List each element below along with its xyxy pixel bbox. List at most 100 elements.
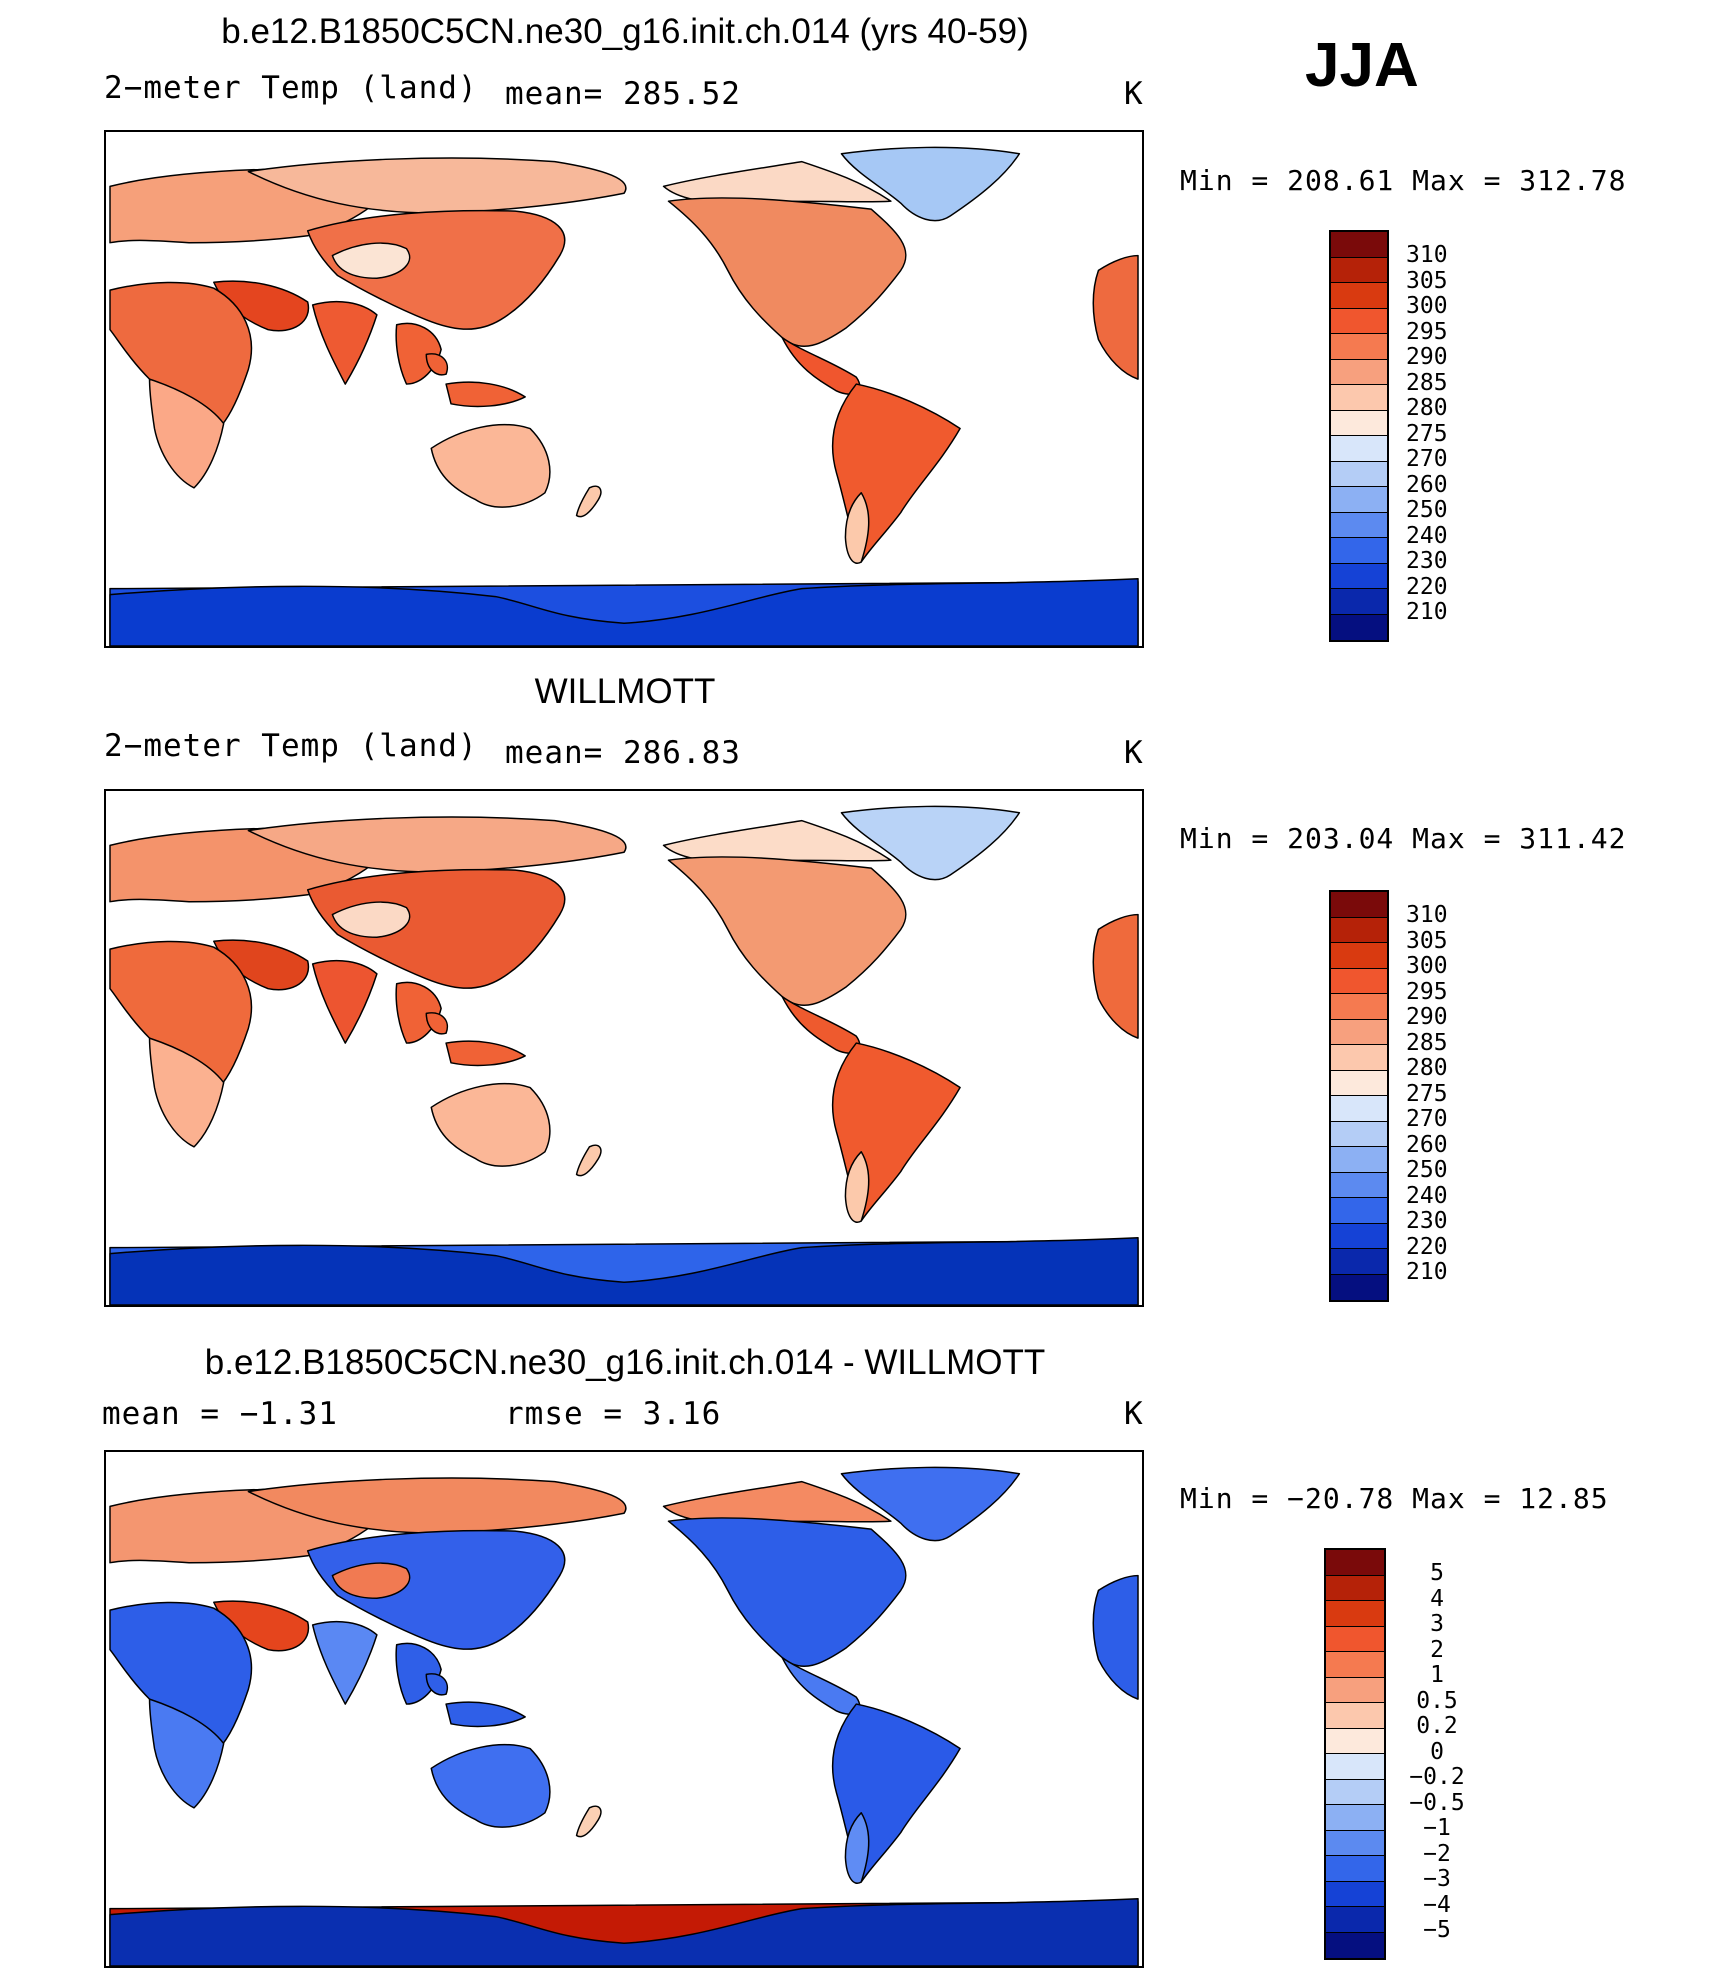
colorbar-tick-label: 305: [1406, 927, 1448, 954]
colorbar-swatch: [1331, 994, 1387, 1020]
colorbar-tick-label: −2: [1423, 1840, 1451, 1867]
panel-1-mean-label: mean= 285.52: [505, 76, 741, 112]
colorbar-tick-label: 285: [1406, 369, 1448, 396]
colorbar-swatch: [1331, 232, 1387, 258]
region-se-asia: [425, 1012, 448, 1035]
panel-2-colorbar: [1329, 890, 1389, 1302]
panel-1-minmax-label: Min = 208.61 Max = 312.78: [1180, 164, 1627, 197]
colorbar-swatch: [1326, 1601, 1384, 1627]
colorbar-tick-label: 260: [1406, 471, 1448, 498]
colorbar-swatch: [1331, 487, 1387, 513]
colorbar-tick-label: 260: [1406, 1131, 1448, 1158]
colorbar-tick-label: 275: [1406, 1080, 1448, 1107]
colorbar-swatch: [1326, 1677, 1384, 1703]
panel-1-colorbar: [1329, 230, 1389, 642]
colorbar-tick-label: 2: [1430, 1636, 1444, 1663]
colorbar-tick-label: 240: [1406, 1182, 1448, 1209]
panel-2-map: [104, 789, 1144, 1307]
panel-3-title: b.e12.B1850C5CN.ne30_g16.init.ch.014 - W…: [204, 1343, 1046, 1382]
colorbar-tick-label: 270: [1406, 1106, 1448, 1132]
colorbar-swatch: [1331, 1172, 1387, 1198]
colorbar-swatch: [1331, 436, 1387, 462]
colorbar-swatch: [1331, 892, 1387, 918]
panel-3-colorbar-labels: 5 4 3 2 1 0.5 0.2 0 −0.2 −0.5 −1 −2 −3 −4 −5: [1402, 1560, 1472, 1944]
region-australia: [430, 1082, 551, 1167]
region-india: [311, 959, 378, 1044]
colorbar-tick-label: 220: [1406, 1233, 1448, 1260]
colorbar-swatch: [1331, 1045, 1387, 1071]
colorbar-swatch: [1326, 1575, 1384, 1601]
region-southern-africa: [148, 1037, 225, 1148]
colorbar-tick-label: 310: [1406, 902, 1448, 928]
colorbar-tick-label: 3: [1430, 1611, 1444, 1637]
colorbar-swatch: [1331, 589, 1387, 615]
colorbar-tick-label: 210: [1406, 599, 1448, 625]
colorbar-tick-label: 305: [1406, 267, 1448, 294]
panel-2-minmax-label: Min = 203.04 Max = 311.42: [1180, 822, 1627, 855]
region-siberia: [247, 1477, 627, 1534]
colorbar-tick-label: 0: [1430, 1738, 1444, 1765]
colorbar-swatch: [1331, 917, 1387, 943]
panel-1-map-svg: [109, 132, 1139, 646]
region-north-america: [667, 197, 907, 347]
panel-1-unit-label: K: [1124, 76, 1144, 112]
colorbar-swatch: [1326, 1626, 1384, 1652]
region-nz: [575, 485, 602, 518]
colorbar-tick-label: 240: [1406, 522, 1448, 549]
colorbar-tick-label: 290: [1406, 344, 1448, 370]
colorbar-swatch: [1331, 385, 1387, 411]
colorbar-tick-label: −4: [1423, 1891, 1451, 1918]
region-greenland: [840, 805, 1021, 881]
colorbar-tick-label: −0.2: [1409, 1764, 1465, 1790]
colorbar-swatch: [1331, 1249, 1387, 1275]
panel-3-colorbar: [1324, 1548, 1386, 1960]
region-australia: [430, 423, 551, 508]
colorbar-tick-label: 310: [1406, 242, 1448, 268]
season-label: JJA: [1305, 31, 1419, 100]
region-antarctica: [109, 1898, 1139, 1966]
colorbar-swatch: [1326, 1652, 1384, 1678]
region-india: [311, 1620, 378, 1705]
region-se-asia: [445, 1040, 526, 1067]
panel-2-title: WILLMOTT: [534, 672, 716, 711]
colorbar-swatch: [1326, 1907, 1384, 1933]
colorbar-tick-label: 250: [1406, 1157, 1448, 1183]
colorbar-swatch: [1326, 1932, 1384, 1958]
panel-2-mean-label: mean= 286.83: [505, 735, 741, 771]
colorbar-swatch: [1326, 1728, 1384, 1754]
panel-2-variable-label: 2−meter Temp (land): [104, 728, 478, 764]
region-africa: [1092, 1574, 1139, 1700]
colorbar-tick-label: 300: [1406, 953, 1448, 979]
colorbar-swatch: [1331, 257, 1387, 283]
colorbar-swatch: [1331, 943, 1387, 969]
region-antarctica: [109, 1237, 1139, 1305]
panel-2-map-svg: [109, 791, 1139, 1305]
panel-3-map-svg: [109, 1452, 1139, 1966]
region-india: [311, 300, 378, 385]
colorbar-tick-label: 275: [1406, 420, 1448, 447]
colorbar-swatch: [1326, 1754, 1384, 1780]
panel-1-map: [104, 130, 1144, 648]
colorbar-swatch: [1326, 1856, 1384, 1882]
colorbar-swatch: [1326, 1779, 1384, 1805]
region-patagonia: [844, 1151, 870, 1223]
colorbar-tick-label: 1: [1430, 1662, 1444, 1688]
panel-3-mean-label: mean = −1.31: [102, 1396, 338, 1432]
region-australia: [430, 1743, 551, 1828]
region-patagonia: [844, 1812, 870, 1884]
colorbar-tick-label: 280: [1406, 395, 1448, 421]
region-nz: [575, 1144, 602, 1177]
region-siberia: [247, 157, 627, 214]
panel-3-map: [104, 1450, 1144, 1968]
colorbar-swatch: [1326, 1703, 1384, 1729]
colorbar-tick-label: 220: [1406, 573, 1448, 600]
colorbar-swatch: [1331, 968, 1387, 994]
colorbar-swatch: [1331, 461, 1387, 487]
region-north-america: [667, 856, 907, 1006]
colorbar-swatch: [1331, 1198, 1387, 1224]
region-patagonia: [844, 492, 870, 564]
colorbar-swatch: [1326, 1830, 1384, 1856]
colorbar-swatch: [1331, 359, 1387, 385]
colorbar-tick-label: 280: [1406, 1055, 1448, 1081]
panel-1-variable-label: 2−meter Temp (land): [104, 70, 478, 106]
